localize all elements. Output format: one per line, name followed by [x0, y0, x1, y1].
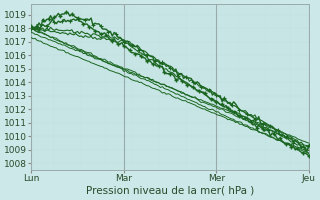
- X-axis label: Pression niveau de la mer( hPa ): Pression niveau de la mer( hPa ): [86, 186, 254, 196]
